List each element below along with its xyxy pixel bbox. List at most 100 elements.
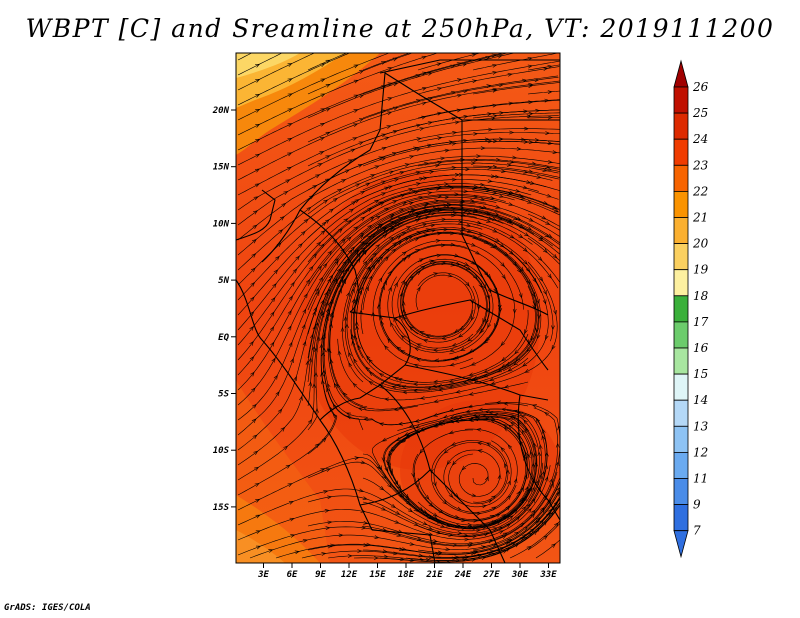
streamline-arrow (547, 508, 552, 514)
streamline-arrow (467, 523, 473, 527)
streamline-arrow (486, 273, 492, 279)
streamline-arrow (429, 259, 435, 264)
streamline-arrow (471, 161, 477, 165)
streamline-arrow (353, 109, 359, 113)
streamline-arrow (536, 334, 541, 340)
streamline-arrow (416, 137, 422, 142)
streamline-arrow (519, 522, 525, 528)
colorbar-label: 13 (693, 419, 709, 433)
colorbar-segment (673, 138, 689, 166)
colorbar-label: 19 (693, 263, 709, 277)
streamline-arrow (531, 404, 537, 408)
streamline-arrow (512, 261, 518, 267)
streamline-arrow (485, 337, 490, 342)
streamline-arrow (384, 467, 389, 473)
streamline-arrow (325, 131, 331, 136)
x-tick-label: 18E (398, 570, 415, 580)
streamline-arrow (502, 549, 508, 554)
streamline-arrow (327, 520, 333, 525)
streamline-arrow (252, 224, 258, 229)
streamline-arrow (514, 349, 519, 355)
streamline-arrow (411, 189, 417, 194)
streamline-arrow (448, 493, 454, 499)
colorbar-bottom-arrow (673, 530, 689, 559)
streamline-arrow (358, 234, 364, 240)
streamline-arrow (420, 265, 426, 270)
streamline-arrow (456, 506, 462, 511)
streamline (457, 497, 560, 559)
streamline-arrow (465, 266, 471, 271)
streamline-arrow (288, 501, 294, 505)
streamline-arrow (341, 238, 346, 244)
streamline-arrow (250, 282, 256, 287)
streamline-arrow (298, 243, 303, 248)
streamline-arrow (314, 371, 318, 377)
streamline-arrow (491, 506, 497, 511)
streamline-arrow (320, 468, 326, 472)
streamline-arrow (320, 230, 326, 235)
colorbar-segment (673, 373, 689, 401)
streamline-arrow (521, 534, 527, 539)
streamline (362, 141, 560, 167)
streamline-arrow (408, 201, 415, 206)
streamline-arrow (459, 231, 465, 235)
streamline-arrow (547, 115, 553, 120)
y-tick-label: EQ (218, 333, 229, 343)
streamline-arrow (305, 279, 311, 284)
streamline-arrow (250, 296, 255, 302)
streamline-arrow (402, 390, 408, 395)
streamline-arrow (547, 273, 552, 279)
streamline-arrow (541, 435, 546, 441)
streamline-arrow (301, 323, 306, 329)
streamline-arrow (447, 273, 453, 278)
streamline-arrow (384, 186, 390, 191)
streamline-arrow (432, 539, 438, 543)
streamline-arrow (544, 98, 550, 103)
streamline-arrow (450, 213, 456, 218)
streamline-arrow (450, 262, 456, 267)
y-axis: 20N 15N 10N 5N EQ 5S 10S 15S (212, 106, 236, 513)
streamline-arrow (454, 418, 459, 423)
streamline-arrow (315, 287, 319, 293)
streamline-arrow (444, 182, 450, 186)
streamline-arrow (451, 165, 457, 170)
streamline-arrow (399, 547, 405, 551)
streamline-arrow (340, 326, 345, 332)
streamline (237, 53, 283, 76)
streamline-arrow (530, 513, 536, 519)
streamline-arrow (408, 424, 414, 429)
colorbar-label: 18 (693, 289, 709, 303)
streamline-arrow (462, 62, 468, 67)
streamline-arrow (463, 89, 469, 94)
colorbar-label: 11 (693, 472, 708, 486)
streamline-arrow (383, 554, 389, 559)
streamline-arrow (329, 322, 333, 328)
streamline-arrow (476, 154, 482, 158)
streamline-arrow (432, 413, 438, 417)
x-tick-label: 6E (287, 570, 298, 580)
streamline-arrow (463, 189, 469, 194)
streamline-arrow (353, 94, 359, 99)
streamline-arrow (513, 509, 518, 514)
streamline-arrow (531, 292, 535, 298)
streamline-arrow (508, 515, 514, 520)
streamline-arrow (491, 217, 497, 221)
streamline-arrow (423, 233, 429, 238)
streamline-arrow (449, 348, 455, 352)
streamline-arrow (270, 311, 275, 317)
streamline (307, 174, 560, 239)
streamline-arrow (519, 497, 524, 503)
streamline-arrow (327, 495, 333, 500)
streamline-arrow (388, 286, 392, 292)
streamline-arrow (327, 250, 333, 256)
streamline-arrow (415, 170, 421, 175)
streamline-arrow (475, 528, 482, 533)
streamline-arrow (534, 461, 538, 467)
streamline-arrow (488, 539, 494, 544)
streamline-arrow (431, 384, 437, 388)
streamline-arrow (528, 169, 534, 174)
streamline-arrow (503, 384, 509, 389)
streamline-arrow (353, 123, 359, 128)
streamline-arrow (466, 211, 472, 215)
streamline-arrow (477, 449, 483, 453)
